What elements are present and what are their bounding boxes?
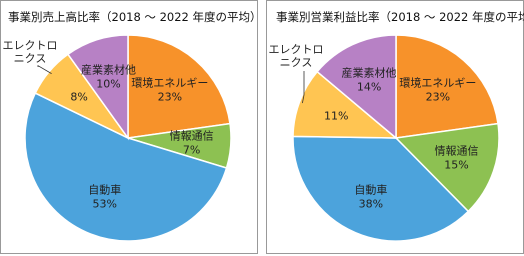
leader-line	[37, 64, 52, 74]
category-label: 産業素材他	[341, 66, 397, 80]
value-label: 14%	[356, 80, 382, 94]
value-label: 53%	[92, 197, 117, 211]
category-label: 情報通信	[434, 144, 479, 158]
category-label: エレクトロ ニクス	[2, 39, 58, 65]
pie-slice	[66, 34, 129, 141]
pie-slice	[292, 70, 399, 139]
pie-slice	[316, 34, 397, 140]
category-label: エレクトロ ニクス	[268, 43, 324, 69]
pie-slice	[127, 34, 231, 139]
value-label: 7%	[182, 143, 201, 157]
value-label: 38%	[358, 197, 384, 211]
category-label: 環境エネルギー	[131, 76, 209, 90]
chart-title: 事業別営業利益比率（2018 ～ 2022 年度の平均）	[276, 10, 524, 24]
value-label: 23%	[425, 90, 451, 104]
category-label: 自動車	[88, 183, 122, 197]
category-label: 産業素材他	[80, 63, 136, 77]
value-label: 8%	[70, 90, 88, 104]
pie-slice	[395, 34, 499, 139]
category-label: 自動車	[354, 183, 388, 197]
value-label: 11%	[323, 109, 349, 123]
category-label: 情報通信	[169, 129, 214, 143]
pie-slice	[24, 92, 228, 242]
category-label: 環境エネルギー	[399, 76, 477, 90]
value-label: 15%	[444, 158, 469, 172]
panel	[0, 0, 258, 254]
value-label: 23%	[157, 90, 183, 104]
chart-title: 事業別売上高比率（2018 ～ 2022 年度の平均）	[8, 10, 262, 24]
value-label: 10%	[96, 77, 121, 91]
pie-slice	[292, 135, 470, 242]
leader-line	[302, 71, 305, 104]
pie-slice	[394, 122, 500, 213]
